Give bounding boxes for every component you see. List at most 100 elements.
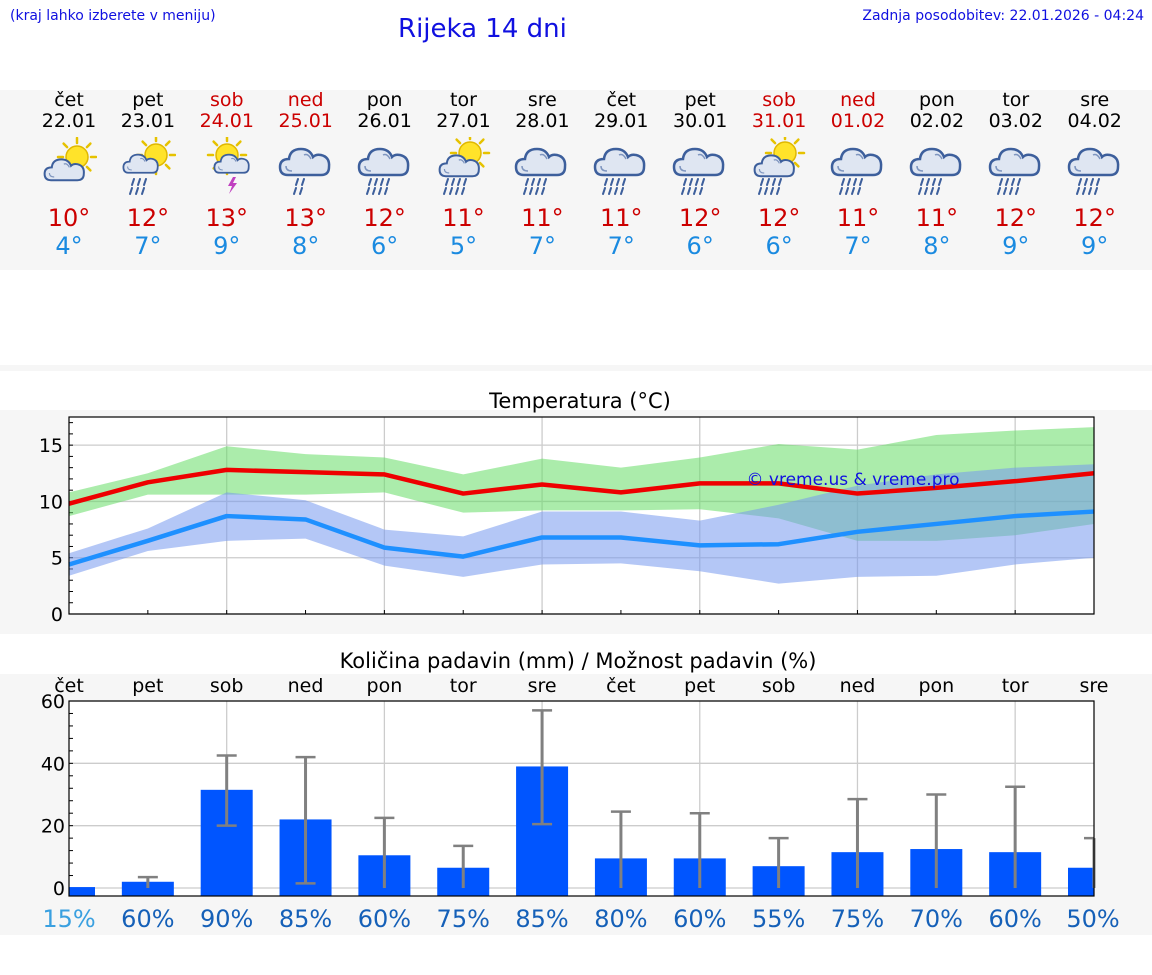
cloud-heavy-rain-icon <box>1056 132 1134 204</box>
y-tick-label: 10 <box>39 491 63 513</box>
day-date: 31.01 <box>751 110 807 132</box>
precip-weekday-label: tor <box>1002 675 1029 697</box>
day-date: 26.01 <box>357 110 412 132</box>
precip-probability-label: 60% <box>121 905 174 933</box>
precip-weekday-label: ned <box>840 675 876 697</box>
cloud-heavy-rain-icon <box>346 132 424 204</box>
day-column: pet 23.01 12° 7° <box>109 90 187 260</box>
temperature-chart: Temperatura (°C) 0 5 10 15 © vreme.us & vrem… <box>39 389 1095 626</box>
precip-probability-label: 75% <box>831 905 884 933</box>
precip-probability-label: 60% <box>988 905 1041 933</box>
day-weekday: sob <box>762 89 796 111</box>
day-min-temp: 7° <box>134 232 162 260</box>
temperature-chart-title: Temperatura (°C) <box>488 389 671 413</box>
day-weekday: sob <box>210 89 244 111</box>
day-weekday: sre <box>527 89 557 111</box>
day-column: sob 24.01 13° 9° <box>188 89 266 261</box>
day-weekday: pet <box>684 89 716 111</box>
day-min-temp: 9° <box>213 232 241 260</box>
precip-weekday-label: pon <box>918 675 954 697</box>
day-weekday: čet <box>606 89 637 111</box>
day-min-temp: 6° <box>686 232 714 260</box>
precip-probability-label: 15% <box>42 905 95 933</box>
day-max-temp: 12° <box>363 204 406 232</box>
cloud-heavy-rain-icon <box>977 132 1055 204</box>
precip-probability-label: 60% <box>358 905 411 933</box>
daily-forecast-panel: čet 22.01 10° 4° pet 23.01 12° 7° sob 24.0… <box>0 90 1152 270</box>
precip-probability-label: 90% <box>200 905 253 933</box>
last-update: Zadnja posodobitev: 22.01.2026 - 04:24 <box>862 8 1144 24</box>
precip-probability-label: 70% <box>910 905 963 933</box>
day-max-temp: 12° <box>994 204 1038 232</box>
day-date: 03.02 <box>988 110 1043 132</box>
y-tick-label: 5 <box>51 548 63 570</box>
day-weekday: pet <box>132 89 164 111</box>
day-date: 04.02 <box>1067 110 1122 132</box>
sun-cloud-icon <box>30 132 108 204</box>
day-date: 02.02 <box>909 110 965 132</box>
day-max-temp: 13° <box>205 204 249 232</box>
day-date: 25.01 <box>278 110 333 132</box>
day-column: pon 02.02 11° 8° <box>898 90 976 260</box>
temp-band-min <box>69 464 1094 584</box>
precip-weekday-label: ned <box>288 675 324 697</box>
day-max-temp: 12° <box>1073 204 1116 232</box>
day-min-temp: 6° <box>370 232 399 260</box>
y-tick-label: 0 <box>51 604 63 626</box>
day-weekday: čet <box>54 89 84 111</box>
day-min-temp: 7° <box>528 232 557 260</box>
sun-cloud-storm-icon <box>188 132 266 204</box>
precip-weekday-label: sob <box>210 675 244 697</box>
precipitation-plot-frame <box>68 700 1095 897</box>
precip-weekday-label: sre <box>528 675 557 697</box>
temperature-plot-frame <box>68 416 1095 615</box>
cloud-heavy-rain-icon <box>898 132 976 204</box>
day-weekday: pon <box>919 89 955 111</box>
day-weekday: pon <box>366 89 403 111</box>
precip-weekday-label: pet <box>132 675 163 697</box>
sun-cloud-rain-icon <box>109 132 187 204</box>
day-max-temp: 11° <box>836 204 880 232</box>
precip-weekday-label: pon <box>367 675 403 697</box>
cloud-rain-icon <box>267 132 345 204</box>
day-column: tor 03.02 12° 9° <box>977 90 1055 260</box>
watermark: © vreme.us & vreme.pro <box>746 470 959 490</box>
sun-cloud-heavy-rain-icon <box>740 132 818 204</box>
day-column: sre 28.01 11° 7° <box>503 90 581 260</box>
day-weekday: tor <box>450 89 477 111</box>
day-min-temp: 7° <box>844 232 872 260</box>
precip-weekday-label: čet <box>54 675 84 697</box>
cloud-heavy-rain-icon <box>819 132 897 204</box>
day-weekday: sre <box>1080 89 1110 111</box>
day-max-temp: 11° <box>442 204 485 232</box>
precip-probability-label: 80% <box>594 905 647 933</box>
day-column: tor 27.01 11° 5° <box>425 89 503 261</box>
day-min-temp: 7° <box>607 232 635 260</box>
day-weekday: tor <box>1002 89 1030 111</box>
precip-weekday-label: čet <box>606 675 636 697</box>
y-tick-label: 15 <box>39 435 63 457</box>
cloud-heavy-rain-icon <box>503 132 581 204</box>
temp-line-max <box>68 467 1095 506</box>
day-date: 27.01 <box>436 110 491 132</box>
day-column: sob 31.01 12° 6° <box>740 89 818 261</box>
precip-weekday-label: tor <box>450 675 477 697</box>
temp-line-min <box>68 509 1095 567</box>
panel-separator <box>0 365 1152 371</box>
day-column: sre 04.02 12° 9° <box>1056 90 1134 260</box>
day-column: čet 29.01 11° 7° <box>582 90 660 260</box>
precip-weekday-label: sre <box>1080 675 1109 697</box>
precip-bar <box>1068 867 1094 896</box>
day-date: 01.02 <box>830 110 886 132</box>
y-tick-label: 60 <box>41 691 65 713</box>
day-date: 28.01 <box>515 110 570 132</box>
y-tick-label: 40 <box>41 753 65 775</box>
day-min-temp: 4° <box>55 232 83 260</box>
day-column: pon 26.01 12° 6° <box>346 90 424 260</box>
page-title: Rijeka 14 dni <box>398 14 567 44</box>
precip-bar <box>121 881 174 896</box>
location-menu-hint: (kraj lahko izberete v meniju) <box>10 8 216 24</box>
day-min-temp: 8° <box>292 232 320 260</box>
day-min-temp: 9° <box>1081 232 1109 260</box>
day-max-temp: 12° <box>757 204 801 232</box>
